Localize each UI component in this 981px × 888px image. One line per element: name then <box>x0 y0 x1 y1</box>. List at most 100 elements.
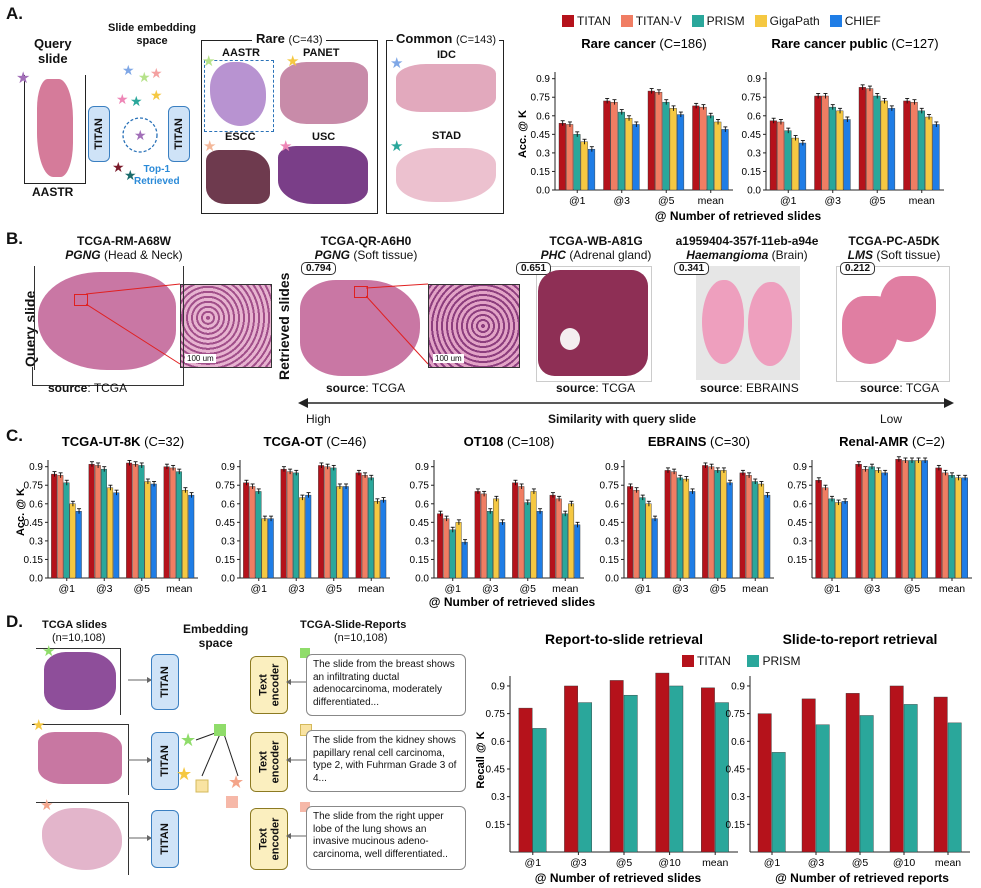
bar-titan-at1 <box>815 480 822 579</box>
y-tick-label: 0.15 <box>726 820 746 831</box>
scale-bar: 100 um <box>185 354 216 363</box>
rare-item-panet: PANET <box>303 47 340 59</box>
bar-titan-mean <box>903 100 911 191</box>
chart-title: TCGA-UT-8K (C=32) <box>62 434 184 449</box>
bar-gigapath-at5 <box>915 460 922 579</box>
bar-titan-v-at1 <box>57 475 64 579</box>
chart-title: TCGA-OT (C=46) <box>264 434 367 449</box>
star-icon: ★ <box>124 167 137 183</box>
x-tick-label: mean <box>702 857 728 869</box>
chart-ot108: OT108 (C=108) 0.0 0.15 0.3 0.45 0.6 0.75 0.9 @1 @… <box>410 434 584 595</box>
x-axis-label-r2s: @ Number of retrieved slides <box>535 871 702 885</box>
retrieved-slides-label: Retrieved slides <box>276 272 292 380</box>
bar-gigapath-at1 <box>791 137 799 191</box>
reports-count: (n=10,108) <box>334 632 388 644</box>
x-tick-label: @5 <box>326 583 343 595</box>
rare-item-usc: USC <box>312 131 336 143</box>
b-item-2: TCGA-WB-A81G PHC (Adrenal gland) <box>540 234 652 262</box>
bar-titan-mean <box>933 696 948 853</box>
star-icon: ★ <box>180 730 196 750</box>
x-axis-label: @ Number of retrieved slides <box>655 209 822 223</box>
retrieved-source-3: source: EBRAINS <box>700 381 799 395</box>
y-tick-label: 0.3 <box>793 536 807 547</box>
similarity-score-3: 0.341 <box>674 262 710 275</box>
x-tick-label: @1 <box>251 583 268 595</box>
bar-titan-v-at3 <box>610 101 618 191</box>
square-icon <box>214 724 226 736</box>
b-item-3: a1959404-357f-11eb-a94e Haemangioma (Bra… <box>675 234 819 262</box>
x-tick-label: mean <box>552 583 578 595</box>
slide-frame-1 <box>36 648 121 715</box>
y-tick-label: 0.75 <box>788 481 808 492</box>
chart-report-to-slide: Report-to-slide retrieval 0.15 0.3 0.45 0.6 0… <box>486 631 738 869</box>
bar-gigapath-at1 <box>261 518 268 579</box>
bar-chief-at3 <box>632 124 640 191</box>
y-tick-label: 0.9 <box>221 462 235 473</box>
bar-titan-at5 <box>318 465 325 579</box>
tcga-slide-kidney <box>38 732 122 784</box>
bar-gigapath-at1 <box>69 503 76 579</box>
y-tick-label: 0.45 <box>788 518 808 529</box>
bar-chief-at5 <box>921 460 929 579</box>
star-icon: ★ <box>138 69 151 85</box>
slide-aastr <box>210 62 266 126</box>
x-tick-label: @5 <box>710 583 727 595</box>
bar-prism-mean <box>367 477 374 579</box>
bar-prism-at5 <box>138 465 145 579</box>
legend-titan-v: TITAN-V <box>620 14 682 28</box>
tcga-slide-lung <box>42 808 122 870</box>
x-tick-label: @3 <box>808 857 825 869</box>
y-tick-label: 0.15 <box>531 167 551 178</box>
y-tick-label: 0.6 <box>536 111 550 122</box>
similarity-arrow <box>298 398 954 408</box>
bar-chief-at3 <box>689 491 696 579</box>
star-icon: ★ <box>279 138 293 155</box>
rare-title: Rare (C=43) <box>252 31 327 46</box>
bar-prism-mean <box>561 513 568 579</box>
x-tick-label: @1 <box>780 195 797 207</box>
bar-titan-at5 <box>858 87 866 191</box>
panel-c-label: C. <box>6 426 23 445</box>
y-tick-label: 0.75 <box>531 93 551 104</box>
query-slide-tcga <box>38 272 176 370</box>
chart-tcga-ut-8k: TCGA-UT-8K (C=32) 0.0 0.15 0.3 0.45 0.6 0.75 0.… <box>24 434 198 595</box>
tcga-slide-breast <box>44 652 116 710</box>
y-axis-label: Acc. @ K <box>15 488 27 536</box>
x-tick-label: @5 <box>616 857 633 869</box>
titan-encoder-d1: TITAN <box>151 654 179 710</box>
chart-slide-to-report: Slide-to-report retrieval 0.15 0.3 0.45 0.6 0… <box>726 631 970 869</box>
bar-titan-at3 <box>855 464 862 579</box>
y-tick-label: 0.9 <box>491 681 505 692</box>
bar-prism-at5 <box>859 715 874 853</box>
similarity-score-2: 0.651 <box>516 262 552 275</box>
bar-titan-v-at5 <box>901 460 909 579</box>
star-icon: ★ <box>40 797 54 814</box>
y-tick-label: 0.75 <box>216 481 236 492</box>
y-tick-label: 0.9 <box>536 74 550 85</box>
y-tick-label: 0.45 <box>600 518 620 529</box>
bar-titan-v-mean <box>941 472 949 579</box>
x-tick-label: @3 <box>482 583 499 595</box>
bar-prism-at1 <box>449 529 456 579</box>
bar-prism-mean <box>917 110 925 191</box>
titan-encoder-d3: TITAN <box>151 810 179 868</box>
bar-titan-at1 <box>51 473 58 579</box>
y-tick-label: 0.0 <box>415 574 429 585</box>
square-icon <box>195 779 209 793</box>
query-slide-title: Query slide <box>34 36 72 66</box>
y-axis-label: Recall @ K <box>475 731 487 788</box>
bar-chief-at5 <box>887 108 896 191</box>
x-tick-label: mean <box>698 195 724 207</box>
bar-titan-at1 <box>558 123 566 191</box>
retrieved-source-1: source: TCGA <box>326 381 406 395</box>
bar-chief-at1 <box>587 148 596 191</box>
square-icon <box>226 796 238 808</box>
legend-prism-d: PRISM <box>747 654 800 668</box>
star-icon: ★ <box>390 55 404 72</box>
bar-prism-at5 <box>873 95 881 191</box>
b-item-query: TCGA-RM-A68W PGNG (Head & Neck) <box>65 234 183 262</box>
x-tick-label: mean <box>742 583 768 595</box>
similarity-score-1: 0.794 <box>301 262 337 275</box>
bar-prism-mean <box>714 702 729 853</box>
bar-chief-at1 <box>461 541 468 579</box>
